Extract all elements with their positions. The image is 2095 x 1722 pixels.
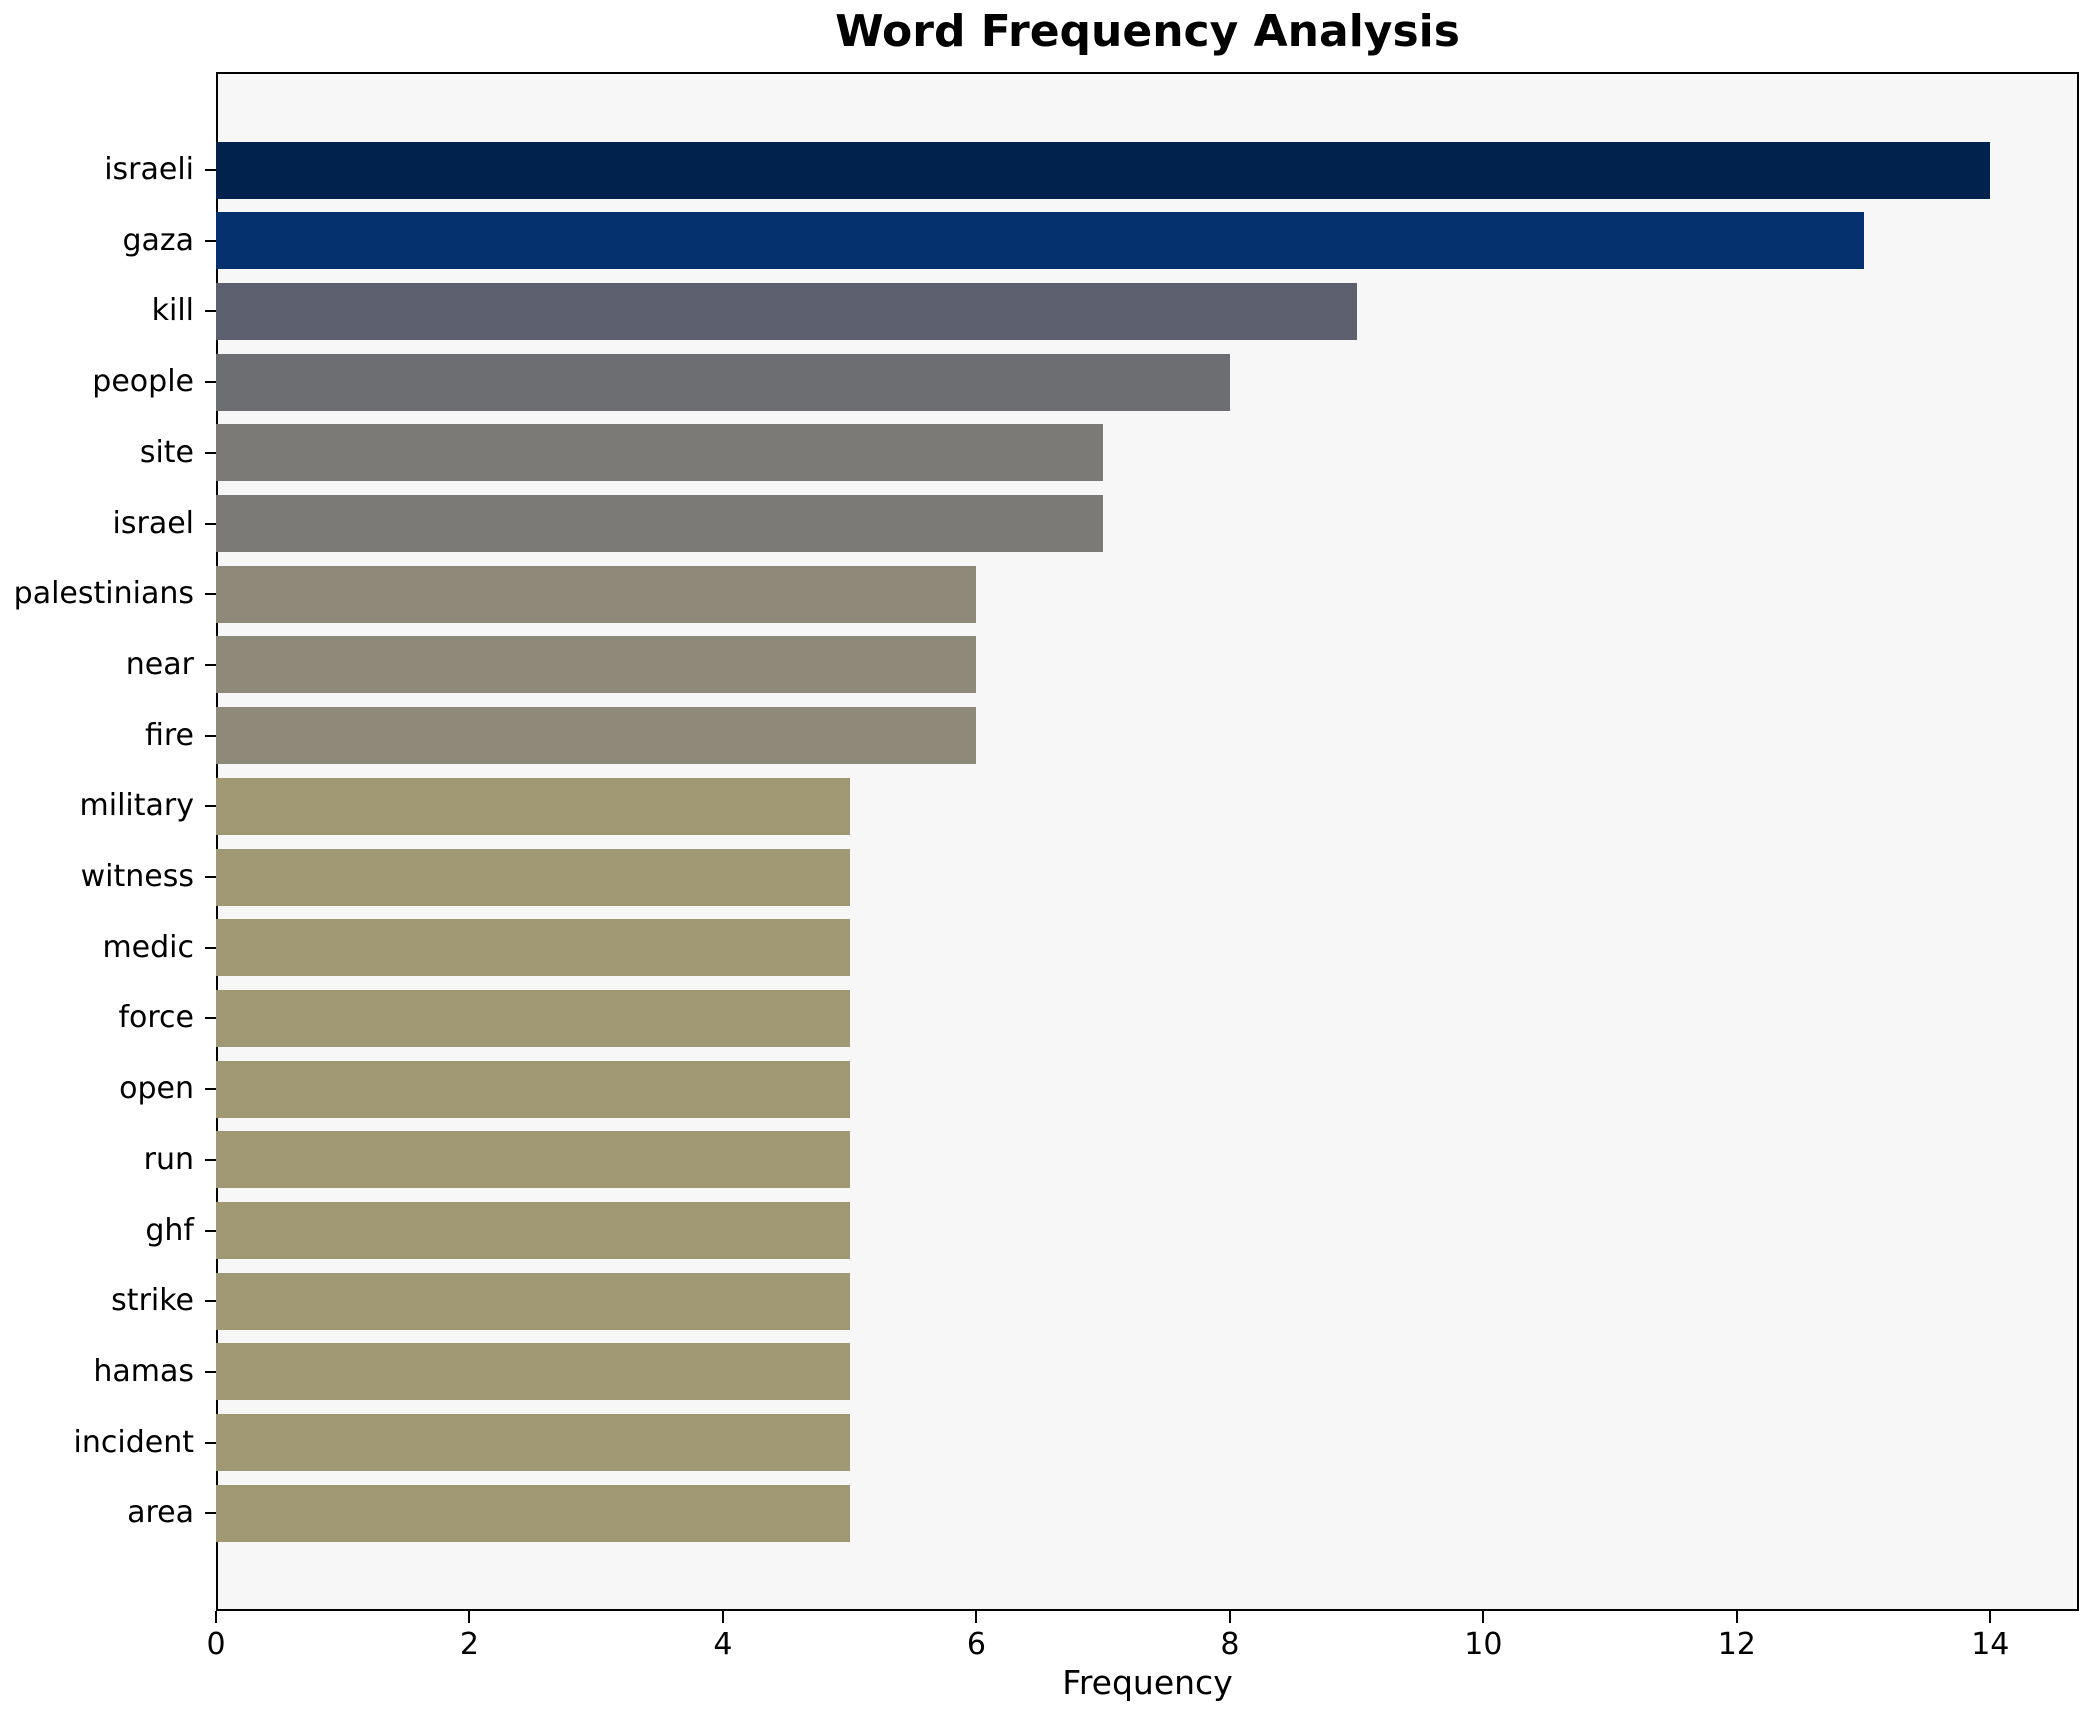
x-tick [1482,1611,1485,1623]
bar-palestinians [216,565,977,623]
y-tick [205,805,216,808]
x-tick [215,1611,217,1623]
y-tick-label: strike [111,1283,194,1319]
x-tick-label: 12 [1717,1627,1756,1662]
bar-force [216,989,850,1047]
y-tick-label: fire [144,717,194,753]
y-tick-label: site [139,434,194,470]
bar-israel [216,495,1104,552]
bar-run [216,1131,850,1189]
y-tick-label: open [119,1071,194,1107]
x-tick [468,1611,471,1623]
y-tick [205,522,216,525]
y-tick-label: force [118,1000,194,1036]
y-tick [205,1229,216,1232]
bar-witness [216,848,850,906]
x-tick-label: 14 [1971,1627,2010,1662]
y-tick [205,381,216,384]
y-tick-label: area [127,1495,194,1531]
y-tick [205,451,216,454]
bar-israeli [216,141,1991,199]
bar-ghf [216,1202,850,1259]
bar-site [216,424,1104,482]
x-tick-label: 2 [459,1627,480,1662]
bar-medic [216,919,850,977]
y-tick-label: run [143,1141,194,1177]
bar-near [216,636,977,694]
x-tick-label: 6 [966,1627,986,1662]
x-tick-label: 4 [713,1627,733,1662]
y-tick [205,239,216,242]
y-tick-label: incident [73,1424,194,1460]
x-tick [1989,1611,1992,1623]
y-tick-label: ghf [145,1212,194,1248]
y-tick [205,1017,216,1020]
y-tick [205,169,216,171]
x-tick [975,1611,978,1623]
bar-area [216,1484,850,1542]
y-tick [205,734,216,737]
x-tick-label: 0 [206,1627,226,1662]
y-tick [205,310,216,313]
bar-fire [216,707,977,765]
x-tick-label: 10 [1464,1627,1503,1662]
y-tick [205,663,216,666]
y-tick-label: israel [112,505,194,541]
y-tick-label: people [92,364,194,400]
bar-strike [216,1272,850,1330]
y-tick-label: near [125,646,194,682]
x-tick [1228,1611,1231,1623]
bar-gaza [216,212,1864,270]
y-tick [205,1300,216,1303]
y-tick [205,1441,216,1444]
y-tick [205,946,216,949]
y-tick-label: medic [102,929,194,965]
y-tick-label: israeli [104,152,194,187]
y-tick [205,593,216,596]
bar-people [216,353,1230,411]
y-tick [205,876,216,878]
y-tick [205,1512,216,1515]
y-tick [205,1158,216,1161]
y-tick-label: gaza [122,222,194,258]
y-tick-label: palestinians [13,576,194,612]
chart-title: Word Frequency Analysis [835,6,1460,57]
x-tick [1735,1611,1738,1623]
x-tick-label: 8 [1220,1627,1240,1662]
bar-open [216,1060,850,1118]
y-tick-label: hamas [93,1353,194,1389]
bar-hamas [216,1343,850,1401]
bar-military [216,777,850,835]
y-tick-label: kill [151,293,194,329]
x-axis-title: Frequency [1062,1663,1233,1702]
bar-kill [216,282,1357,340]
bar-incident [216,1414,850,1472]
y-tick-label: military [79,788,194,824]
y-tick-label: witness [80,859,194,894]
y-tick [205,1370,216,1373]
y-tick [205,1088,216,1091]
x-tick [721,1611,724,1623]
